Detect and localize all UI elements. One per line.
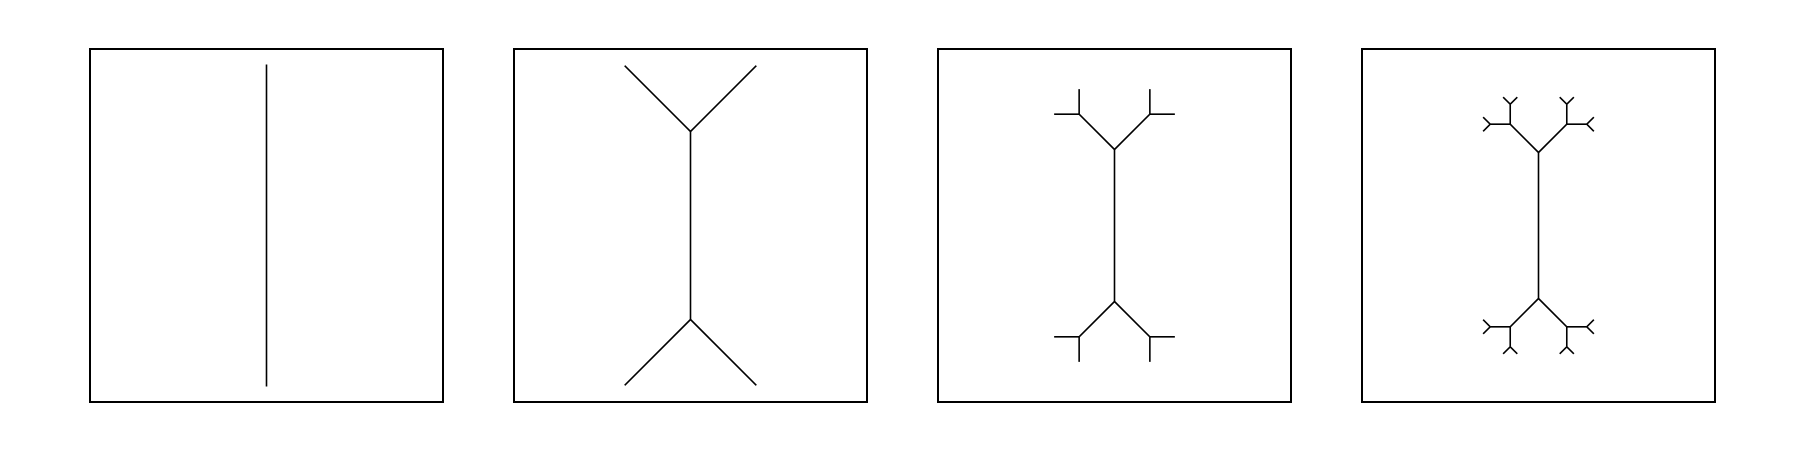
branch-segment: [1078, 113, 1116, 151]
branch-segment: [1509, 346, 1518, 355]
branch-segment: [1559, 96, 1568, 105]
branch-segment: [1113, 113, 1151, 151]
branch-segment: [1537, 123, 1568, 154]
branch-segment: [1078, 300, 1116, 338]
fractal-tree-2: [1054, 89, 1175, 362]
panel-iteration-3: [1361, 48, 1716, 403]
branch-segment: [1509, 123, 1540, 154]
panel-iteration-2: [937, 48, 1292, 403]
branch-segment: [1509, 297, 1540, 328]
branch-segment: [689, 65, 757, 133]
branch-segment: [1566, 346, 1575, 355]
branch-segment: [689, 318, 757, 386]
branch-segment: [1482, 116, 1491, 125]
branch-segment: [1482, 123, 1491, 132]
fractal-tree-3: [1482, 96, 1595, 355]
panel-iteration-1: [513, 48, 868, 403]
branch-segment: [1586, 326, 1595, 335]
branch-segment: [1586, 123, 1595, 132]
branch-segment: [1502, 96, 1511, 105]
branch-segment: [1502, 346, 1511, 355]
branch-segment: [1482, 326, 1491, 335]
branch-segment: [1586, 319, 1595, 328]
panel-iteration-0: [89, 48, 444, 403]
branch-segment: [624, 318, 692, 386]
branch-segment: [1482, 319, 1491, 328]
branch-segment: [624, 65, 692, 133]
branch-segment: [1509, 96, 1518, 105]
branch-segment: [1566, 96, 1575, 105]
branch-segment: [1113, 300, 1151, 338]
fractal-tree-1: [624, 65, 757, 386]
branch-segment: [1586, 116, 1595, 125]
branch-segment: [1559, 346, 1568, 355]
branch-segment: [1537, 297, 1568, 328]
